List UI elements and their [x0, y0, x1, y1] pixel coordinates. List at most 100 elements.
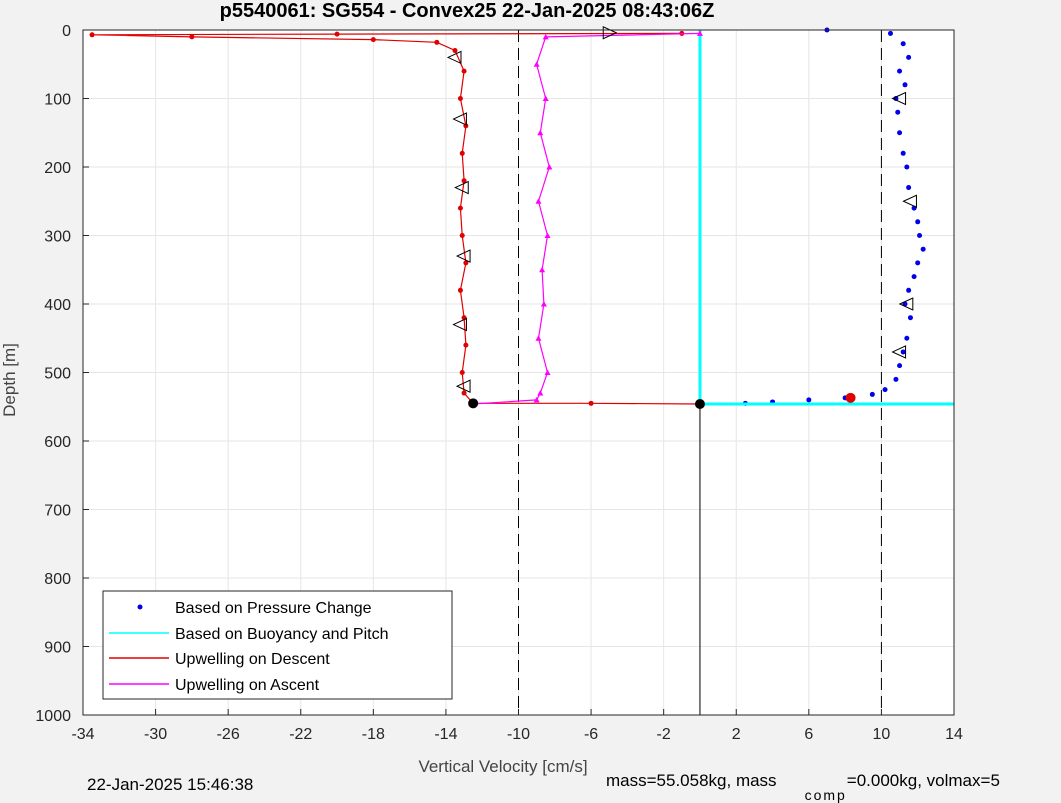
x-tick-label: 10 [873, 726, 891, 743]
ascent-point [540, 301, 547, 307]
y-tick-label: 300 [44, 229, 71, 246]
descent-point [434, 39, 440, 45]
y-tick-label: 800 [44, 571, 71, 588]
x-tick-label: 2 [732, 726, 741, 743]
x-tick-label: -22 [289, 726, 312, 743]
descent-point [463, 342, 469, 348]
x-tick-label: -14 [434, 726, 457, 743]
pressure-point [906, 287, 912, 293]
bottom-marker [694, 399, 705, 410]
pressure-point [917, 233, 923, 238]
x-tick-label: -30 [144, 726, 167, 743]
pressure-point [869, 391, 875, 397]
pressure-point [897, 68, 903, 74]
y-tick-label: 100 [44, 92, 71, 109]
direction-marker [452, 112, 467, 126]
descent-point [461, 178, 467, 184]
descent-point [452, 48, 458, 54]
x-tick-label: -6 [584, 726, 598, 743]
legend-box [102, 590, 453, 700]
x-tick-label: -26 [217, 726, 240, 743]
series-layer [89, 25, 954, 410]
y-tick-label: 900 [44, 640, 71, 657]
series-based-on-pressure-change [742, 27, 926, 406]
y-tick-label: 600 [44, 434, 71, 451]
pressure-point [907, 315, 913, 321]
x-tick-label: -18 [362, 726, 385, 743]
ascent-point [542, 33, 549, 40]
descent-point [463, 260, 469, 266]
ascent-point [537, 390, 544, 396]
ascent-point [537, 129, 544, 136]
chart-title: p5540061: SG554 - Convex25 22-Jan-2025 0… [220, 0, 715, 22]
descent-point [459, 233, 465, 238]
pressure-point [902, 82, 908, 88]
descent-point [588, 400, 594, 406]
pressure-point [911, 274, 917, 280]
legend-label-descent: Upwelling on Descent [175, 651, 330, 668]
turnaround-marker [845, 392, 856, 403]
series-upwelling-on-descent [89, 30, 703, 407]
pressure-point [902, 301, 908, 307]
footer-mass-text: mass=55.058kg, mass [606, 771, 777, 790]
y-axis: 0 100 200 300 400 500 600 700 800 900 1000 [35, 23, 89, 725]
descent-point [370, 37, 376, 43]
pressure-point [887, 30, 893, 36]
direction-marker [454, 180, 469, 195]
pressure-point [882, 387, 888, 393]
x-tick-label: -34 [71, 726, 94, 743]
ascent-point [533, 61, 540, 67]
direction-marker [455, 379, 471, 393]
footer-mass: mass=55.058kg, mass comp=0.000kg, volmax=… [606, 771, 1000, 803]
ascent-point [696, 30, 703, 36]
descent-point [459, 150, 465, 156]
descent-point [89, 32, 95, 38]
ascent-point [546, 164, 553, 170]
direction-marker [902, 194, 917, 209]
descent-point [334, 31, 340, 37]
pressure-point [915, 219, 921, 225]
direction-marker [446, 50, 462, 65]
pressure-point [806, 397, 812, 403]
pressure-point [897, 363, 903, 369]
ascent-point [544, 369, 551, 375]
pressure-point [915, 260, 921, 266]
descent-point [457, 287, 463, 293]
descent-point [189, 34, 195, 40]
pressure-point [900, 349, 906, 355]
descent-point [461, 68, 467, 74]
legend-label-buoyancy: Based on Buoyancy and Pitch [175, 626, 388, 643]
descent-point [461, 390, 467, 396]
reference-lines [518, 30, 882, 715]
ascent-point [542, 95, 549, 101]
x-tick-label: -2 [657, 726, 671, 743]
y-tick-label: 400 [44, 297, 71, 314]
x-axis-label: Vertical Velocity [cm/s] [418, 757, 587, 776]
pressure-point [900, 150, 906, 156]
legend-label-pressure: Based on Pressure Change [175, 600, 372, 617]
footer-timestamp: 22-Jan-2025 15:46:38 [87, 775, 254, 794]
series-upwelling-on-ascent [470, 30, 703, 407]
pressure-point [904, 164, 910, 170]
descent-point [459, 370, 465, 375]
direction-marker [891, 345, 907, 359]
legend-swatch-pressure [137, 604, 143, 610]
pressure-point [893, 376, 899, 382]
bottom-marker [468, 398, 479, 409]
ascent-point [539, 266, 546, 273]
y-tick-label: 500 [44, 366, 71, 383]
y-axis-label: Depth [m] [0, 343, 19, 417]
x-tick-label: -10 [507, 726, 530, 743]
footer-mass-subscript: comp [804, 787, 847, 803]
legend-label-ascent: Upwelling on Ascent [175, 677, 320, 694]
pressure-point [906, 54, 912, 60]
x-tick-label: 6 [804, 726, 813, 743]
direction-marker [452, 317, 467, 332]
direction-marker [898, 297, 914, 311]
pressure-point [900, 41, 906, 47]
y-tick-label: 700 [44, 503, 71, 520]
footer-mass-comp-text: =0.000kg, volmax=5 [846, 771, 1000, 790]
y-tick-label: 1000 [35, 708, 71, 725]
descent-point [457, 96, 463, 101]
